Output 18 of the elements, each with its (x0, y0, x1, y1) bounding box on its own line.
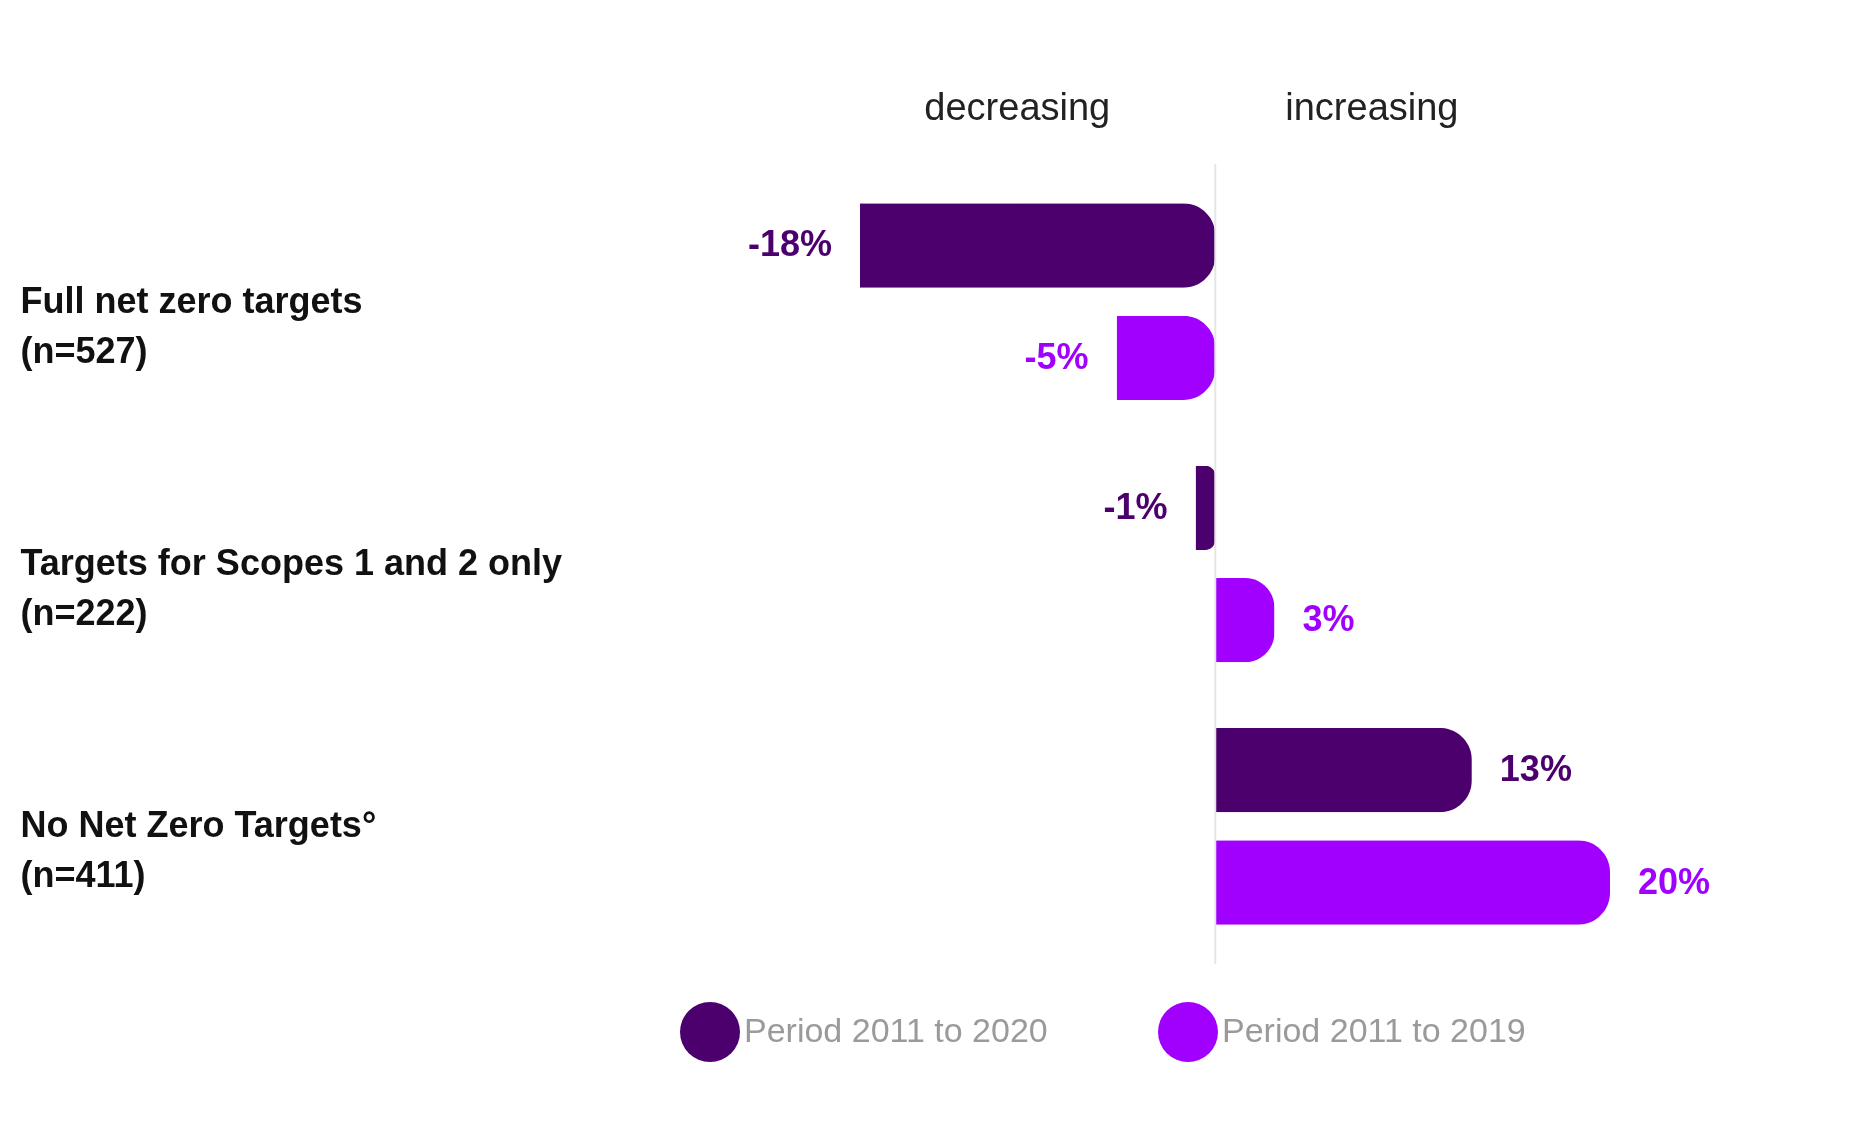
bar (1215, 578, 1275, 663)
text: increasing (1285, 86, 1459, 128)
text: decreasing (924, 86, 1111, 128)
data-label: -5% (1024, 335, 1089, 377)
bar (1215, 727, 1472, 813)
legend-label: Period 2011 to 2019 (1222, 1011, 1526, 1049)
y-tick-label: Targets for Scopes 1 and 2 only (n=222) (20, 542, 562, 633)
data-label: -1% (1103, 485, 1168, 527)
y-tick-label: No Net Zero Targets° (n=411) (20, 804, 377, 896)
bar (1116, 315, 1216, 401)
data-label: -18% (747, 223, 832, 265)
y-tick-label: Full net zero targets (n=527) (20, 279, 363, 371)
data-label: 13% (1499, 748, 1572, 790)
data-label: 3% (1302, 598, 1355, 640)
bar (1215, 840, 1610, 925)
data-label: 20% (1638, 860, 1711, 902)
bar (860, 203, 1216, 288)
legend-label: Period 2011 to 2020 (744, 1011, 1048, 1049)
